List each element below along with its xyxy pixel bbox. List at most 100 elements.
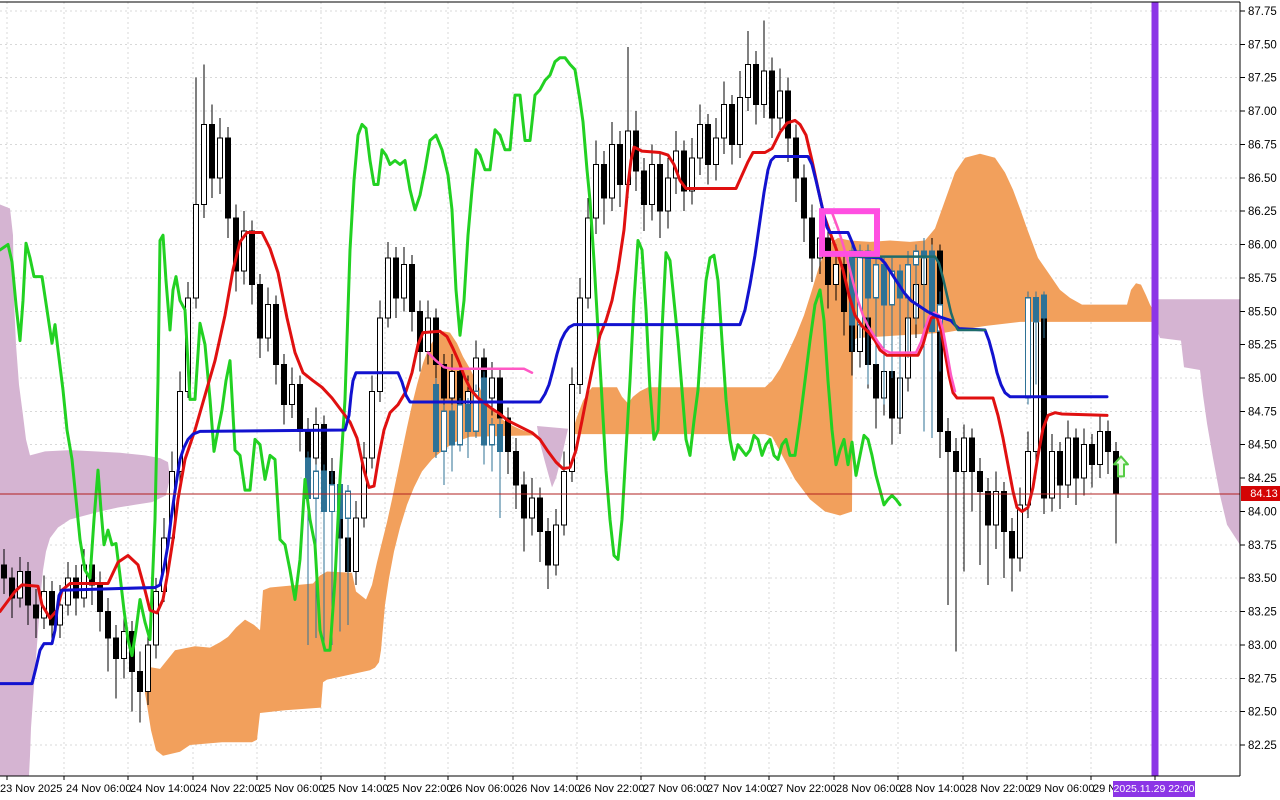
green_oscillator-line xyxy=(0,56,902,658)
overlay-candle-body xyxy=(472,390,480,433)
pink_ma_segment_2-line xyxy=(830,211,957,393)
candle-body xyxy=(593,163,599,219)
candle-body xyxy=(601,163,607,199)
candle-body xyxy=(353,517,359,573)
price-axis-strip[interactable] xyxy=(1240,0,1280,800)
candle-body xyxy=(1081,444,1087,479)
overlay-candle-body xyxy=(320,470,328,513)
candle-body xyxy=(553,524,559,566)
price-tick-label: 87.75 xyxy=(1248,6,1277,18)
price-tick-label: 83.00 xyxy=(1248,640,1277,652)
candle-body xyxy=(785,90,791,139)
candle-body xyxy=(641,170,647,206)
candle-body xyxy=(225,137,231,219)
candle-body xyxy=(833,264,839,286)
candle-body xyxy=(369,390,375,459)
candle-body xyxy=(25,571,31,606)
time-tick-label: 28 Nov 14:00 xyxy=(900,783,965,795)
candle-body xyxy=(137,671,143,693)
overlay-candle-body xyxy=(920,250,928,259)
candle-body xyxy=(809,217,815,259)
overlay-candle-body xyxy=(872,263,880,299)
candle-body xyxy=(209,123,215,179)
current-price-badge: 84.13 xyxy=(1241,486,1280,502)
overlay-candle-body xyxy=(888,270,896,306)
blue_ma-line xyxy=(0,155,1109,686)
candle-body xyxy=(585,217,591,299)
candle-body xyxy=(393,257,399,299)
candle-body xyxy=(257,284,263,339)
candle-body xyxy=(121,631,127,659)
candle-body xyxy=(545,530,551,566)
price-tick-label: 87.50 xyxy=(1248,39,1277,51)
thistle_cloud_left xyxy=(0,204,170,776)
time-tick-label: 28 Nov 06:00 xyxy=(836,783,901,795)
time-axis-strip[interactable] xyxy=(0,776,1280,800)
time-tick-label: 28 Nov 22:00 xyxy=(965,783,1030,795)
candle-body xyxy=(697,123,703,159)
candle-body xyxy=(1105,430,1111,452)
candle-body xyxy=(1001,490,1007,532)
overlay-candle-body xyxy=(456,403,464,446)
candle-body xyxy=(521,484,527,519)
candle-body xyxy=(297,384,303,432)
price-tick-label: 82.25 xyxy=(1248,740,1277,752)
time-tick-label: 29 Nov 06:00 xyxy=(1029,783,1094,795)
time-tick-label: 24 Nov 14:00 xyxy=(130,783,195,795)
candle-body xyxy=(409,264,415,312)
candle-body xyxy=(313,424,319,459)
candle-body xyxy=(529,497,535,519)
price-tick-label: 85.25 xyxy=(1248,340,1277,352)
candle-body xyxy=(721,103,727,139)
time-tick-label: 26 Nov 06:00 xyxy=(450,783,515,795)
candle-body xyxy=(33,604,39,619)
price-tick-label: 87.00 xyxy=(1248,106,1277,118)
red_ma-line xyxy=(0,118,1109,620)
price-tick-label: 85.50 xyxy=(1248,306,1277,318)
candle-body xyxy=(985,490,991,526)
overlay-candle-body xyxy=(1032,297,1040,323)
candle-body xyxy=(433,317,439,366)
price-tick-label: 87.25 xyxy=(1248,73,1277,85)
time-tick-label: 25 Nov 22:00 xyxy=(387,783,452,795)
price-tick-label: 86.75 xyxy=(1248,139,1277,151)
overlay-candle-body xyxy=(928,250,936,332)
price-tick-label: 82.50 xyxy=(1248,707,1277,719)
candle-body xyxy=(961,437,967,472)
candle-body xyxy=(1009,530,1015,559)
candle-body xyxy=(609,143,615,199)
candle-body xyxy=(873,364,879,399)
up-arrow-icon[interactable] xyxy=(1113,455,1129,478)
candle-body xyxy=(377,317,383,392)
price-tick-label: 84.00 xyxy=(1248,506,1277,518)
candle-body xyxy=(489,377,495,399)
price-tick-label: 84.50 xyxy=(1248,440,1277,452)
overlay-candle-body xyxy=(496,424,504,453)
overlay-candle-body xyxy=(448,410,456,446)
overlay-candle-body xyxy=(880,263,888,306)
candle-body xyxy=(945,430,951,452)
candle-body xyxy=(273,304,279,366)
candle-body xyxy=(769,70,775,119)
candle-body xyxy=(713,137,719,165)
candle-body xyxy=(241,230,247,272)
pink-highlight-box[interactable] xyxy=(819,208,880,257)
candle-body xyxy=(1065,437,1071,486)
candle-body xyxy=(649,163,655,206)
candle-body xyxy=(361,457,367,519)
price-tick-label: 86.00 xyxy=(1248,240,1277,252)
candle-body xyxy=(289,384,295,406)
time-tick-label: 23 Nov 2025 xyxy=(0,783,62,795)
candle-body xyxy=(777,90,783,119)
candle-body xyxy=(577,297,583,386)
candle-body xyxy=(689,157,695,192)
price-tick-label: 83.50 xyxy=(1248,573,1277,585)
overlay-candle-body xyxy=(1024,297,1032,399)
candle-body xyxy=(113,637,119,659)
candle-body xyxy=(977,470,983,492)
time-tick-label: 24 Nov 06:00 xyxy=(66,783,131,795)
selected-time-badge: 2025.11.29 22:00 xyxy=(1113,781,1195,797)
candle-body xyxy=(1017,504,1023,559)
candle-body xyxy=(145,644,151,693)
